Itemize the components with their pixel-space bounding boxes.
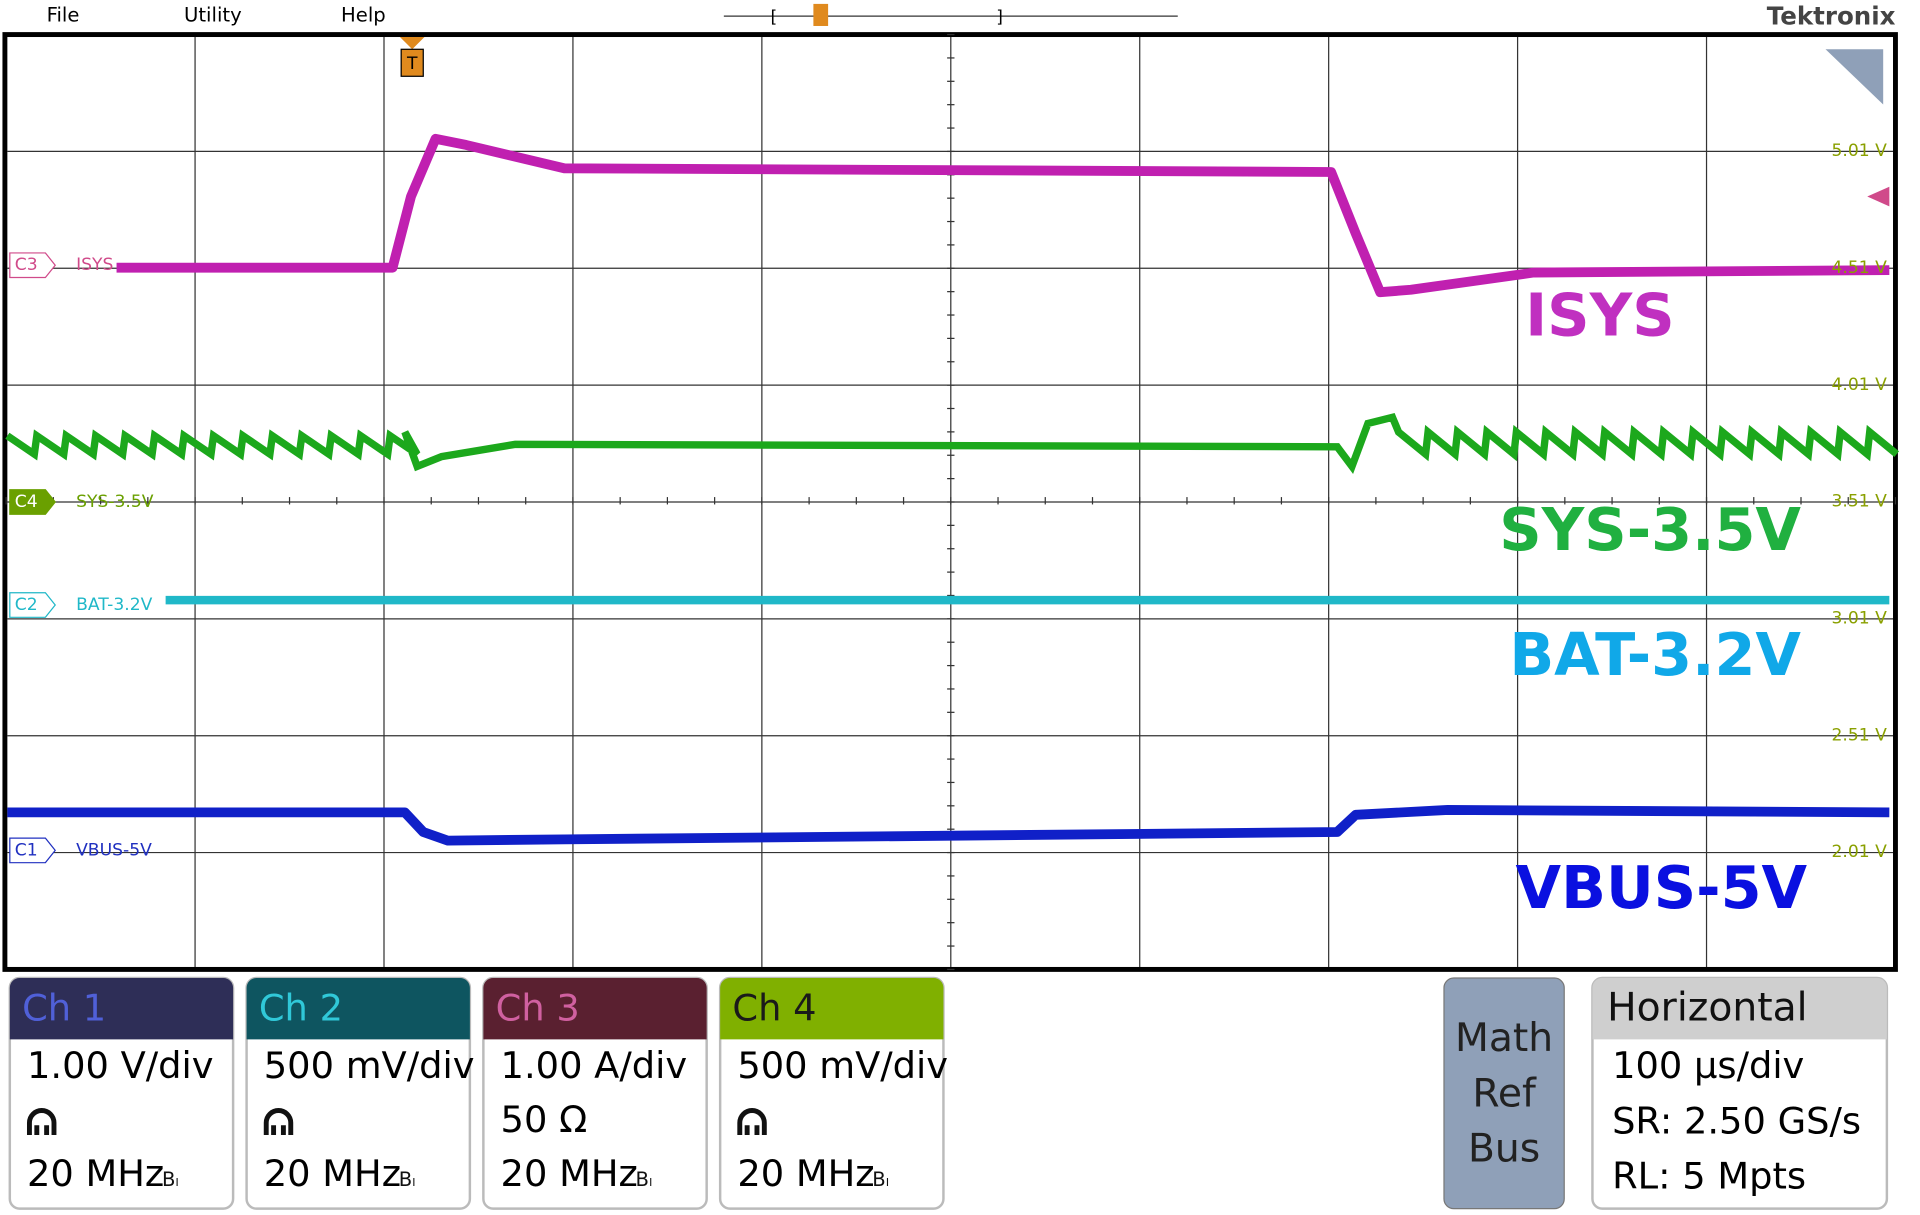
channel-tag[interactable]: [9, 837, 56, 864]
trigger-position: [813, 3, 829, 26]
bw-icon: Bₗ: [636, 1168, 653, 1191]
trace-title: BAT-3.2V: [1509, 620, 1801, 689]
channel-tag[interactable]: [9, 489, 56, 515]
channel-bandwidth: 20 MHz: [27, 1152, 164, 1195]
horizontal-setting: SR: 2.50 GS/s: [1612, 1099, 1861, 1142]
scale-label: 2.51 V: [1831, 725, 1887, 745]
channel-bandwidth: 20 MHz: [264, 1152, 401, 1195]
brand: Tektronix: [1767, 1, 1896, 30]
scale-label: 3.51 V: [1831, 492, 1887, 512]
channel-tag-label: C3: [15, 255, 38, 275]
scale-label: 4.51 V: [1831, 258, 1887, 278]
isys-trace: [116, 133, 1890, 298]
channel-tag-label: C1: [15, 840, 38, 860]
vbus-trace: [7, 805, 1890, 846]
scale-label: 3.01 V: [1831, 609, 1887, 629]
scale-label: 4.01 V: [1831, 375, 1887, 395]
channel-bandwidth: 20 MHz: [501, 1152, 638, 1195]
scale-label: 2.01 V: [1831, 842, 1887, 862]
math-ref-bus-label: Math: [1455, 1016, 1553, 1061]
trigger-label: T: [406, 54, 418, 74]
horizontal-header: [1592, 978, 1887, 1040]
scale-label: 5.01 V: [1831, 141, 1887, 161]
channel-title: Ch 2: [259, 986, 343, 1029]
horizontal-setting: 100 µs/div: [1612, 1044, 1804, 1087]
menu-utility[interactable]: Utility: [184, 4, 242, 27]
bracket: [: [770, 7, 777, 27]
channel-name: SYS-3.5V: [76, 492, 154, 512]
channel-header: [9, 978, 234, 1040]
channel-name: ISYS: [76, 255, 113, 275]
channel-bandwidth: 20 MHz: [737, 1152, 874, 1195]
trace-title: VBUS-5V: [1516, 853, 1808, 922]
channel-scale: 1.00 A/div: [501, 1044, 688, 1087]
bw-icon: Bₗ: [872, 1168, 889, 1191]
trace-title: SYS-3.5V: [1499, 495, 1801, 564]
channel-scale: 500 mV/div: [737, 1044, 948, 1087]
channel-scale: 500 mV/div: [264, 1044, 475, 1087]
menu-help[interactable]: Help: [341, 4, 386, 27]
channel-name: VBUS-5V: [76, 840, 152, 860]
math-ref-bus-label: Bus: [1468, 1126, 1540, 1171]
menu-file[interactable]: File: [47, 4, 80, 27]
horizontal-title: Horizontal: [1607, 985, 1807, 1030]
math-ref-bus-button[interactable]: [1443, 977, 1565, 1210]
channel-title: Ch 3: [496, 986, 580, 1029]
c3-offset-arrow: [1867, 186, 1890, 207]
probe-icon: [263, 1108, 294, 1136]
bracket: ]: [996, 7, 1003, 27]
bw-icon: Bₗ: [399, 1168, 416, 1191]
channel-scale: 1.00 V/div: [27, 1044, 214, 1087]
channel-header: [246, 978, 470, 1040]
bw-icon: Bₗ: [162, 1168, 179, 1191]
channel-tag[interactable]: [9, 592, 56, 618]
channel-header: [483, 978, 707, 1040]
sys-trace: [5, 413, 1900, 475]
trigger-arrow: [399, 37, 425, 50]
channel-tag-label: C4: [15, 492, 38, 512]
channel-tag-label: C2: [15, 595, 38, 615]
channel-title: Ch 4: [732, 986, 816, 1029]
channel-header: [720, 978, 944, 1040]
probe-icon: [737, 1108, 767, 1136]
math-ref-bus-label: Ref: [1472, 1071, 1537, 1116]
probe-icon: [26, 1108, 57, 1136]
trigger-box: [400, 48, 424, 77]
horizontal-setting: RL: 5 Mpts: [1612, 1154, 1806, 1197]
channel-title: Ch 1: [22, 986, 106, 1029]
trace-title: ISYS: [1525, 280, 1674, 349]
channel-name: BAT-3.2V: [76, 595, 153, 615]
channel-tag[interactable]: [9, 252, 56, 279]
channel-termination: 50 Ω: [501, 1098, 588, 1141]
